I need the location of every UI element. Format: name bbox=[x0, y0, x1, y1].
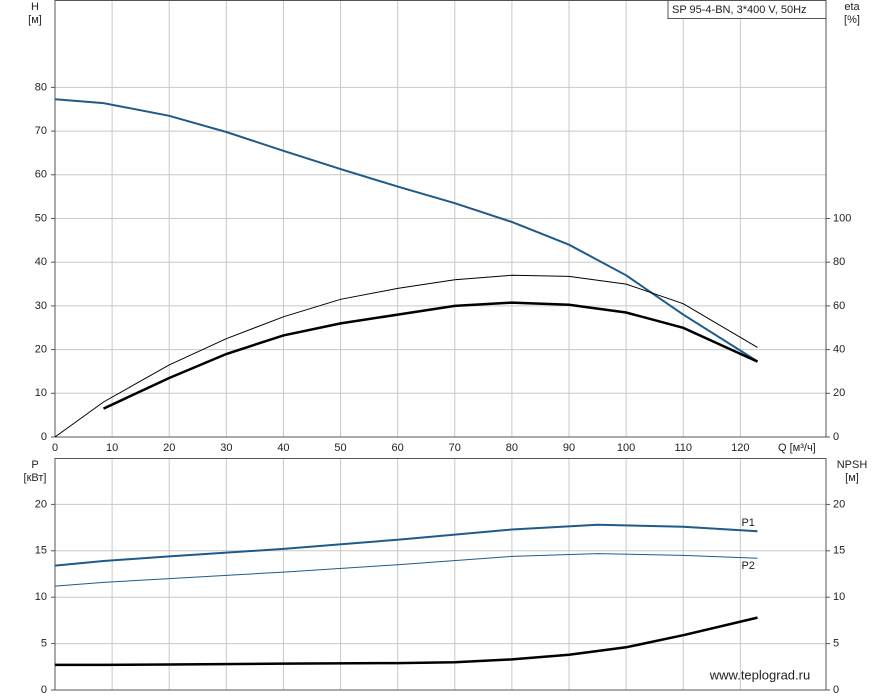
plot-frame bbox=[54, 0, 827, 438]
curve bbox=[54, 98, 759, 363]
x-tick-label: 60 bbox=[392, 442, 404, 454]
x-tick-label: 80 bbox=[506, 442, 518, 454]
y2-tick-label: 40 bbox=[833, 344, 845, 356]
y2-axis-unit: [%] bbox=[844, 14, 860, 26]
y-tick-label: 20 bbox=[35, 498, 47, 510]
y-tick-label: 0 bbox=[41, 684, 47, 696]
x-tick-label: 100 bbox=[617, 442, 635, 454]
y-axis-unit: [м] bbox=[28, 14, 42, 26]
watermark: www.teplograd.ru bbox=[709, 667, 810, 682]
x-tick-label: 0 bbox=[52, 442, 58, 454]
y-tick-label: 30 bbox=[35, 300, 47, 312]
x-tick-label: 30 bbox=[220, 442, 232, 454]
y2-tick-label: 15 bbox=[833, 545, 845, 557]
y-axis-label: H bbox=[31, 1, 39, 13]
y2-tick-label: 20 bbox=[833, 387, 845, 399]
x-tick-label: 120 bbox=[731, 442, 749, 454]
y-tick-label: 10 bbox=[35, 387, 47, 399]
curve bbox=[102, 301, 759, 410]
y2-axis-label: NPSH bbox=[837, 459, 868, 471]
x-tick-label: 10 bbox=[106, 442, 118, 454]
x-tick-label: 50 bbox=[334, 442, 346, 454]
y2-tick-label: 0 bbox=[833, 431, 839, 443]
y2-tick-label: 20 bbox=[833, 498, 845, 510]
y-tick-label: 40 bbox=[35, 256, 47, 268]
y-axis-label: P bbox=[31, 459, 38, 471]
curve bbox=[54, 553, 758, 587]
x-tick-label: 70 bbox=[449, 442, 461, 454]
x-tick-label: 90 bbox=[563, 442, 575, 454]
curve bbox=[54, 274, 758, 438]
y2-tick-label: 80 bbox=[833, 256, 845, 268]
curve bbox=[54, 523, 758, 567]
x-tick-label: 40 bbox=[277, 442, 289, 454]
y-tick-label: 0 bbox=[41, 431, 47, 443]
chart-title: SP 95-4-BN, 3*400 V, 50Hz bbox=[672, 4, 807, 16]
y-tick-label: 80 bbox=[35, 81, 47, 93]
y2-tick-label: 60 bbox=[833, 300, 845, 312]
y-tick-label: 60 bbox=[35, 169, 47, 181]
y-tick-label: 20 bbox=[35, 344, 47, 356]
y-tick-label: 50 bbox=[35, 212, 47, 224]
x-tick-label: 110 bbox=[674, 442, 692, 454]
series-label: P2 bbox=[741, 560, 754, 572]
plot-frame bbox=[54, 458, 827, 691]
y-axis-unit: [кВт] bbox=[24, 472, 47, 484]
x-tick-label: 20 bbox=[163, 442, 175, 454]
y-tick-label: 15 bbox=[35, 545, 47, 557]
series-label: P1 bbox=[741, 517, 754, 529]
y-tick-label: 5 bbox=[41, 638, 47, 650]
curve bbox=[55, 616, 758, 667]
y2-tick-label: 0 bbox=[833, 684, 839, 696]
y2-tick-label: 5 bbox=[833, 638, 839, 650]
x-axis-label: Q [м³/ч] bbox=[778, 442, 816, 454]
y2-axis-unit: [м] bbox=[845, 472, 859, 484]
y2-tick-label: 10 bbox=[833, 591, 845, 603]
y-tick-label: 10 bbox=[35, 591, 47, 603]
title-box bbox=[667, 0, 827, 19]
y2-tick-label: 100 bbox=[833, 212, 851, 224]
y2-axis-label: eta bbox=[844, 1, 860, 13]
y-tick-label: 70 bbox=[35, 125, 47, 137]
